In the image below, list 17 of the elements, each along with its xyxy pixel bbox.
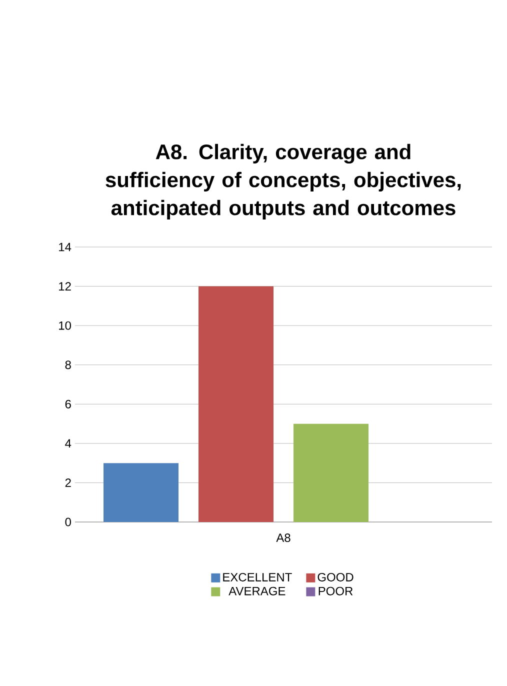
legend-label: AVERAGE	[228, 586, 286, 596]
y-tick-label: 14	[59, 242, 72, 252]
legend-label: EXCELLENT	[223, 572, 292, 582]
legend-label: POOR	[318, 586, 353, 596]
bar	[104, 463, 179, 522]
y-tick-label: 10	[59, 321, 71, 330]
y-tick-label: 6	[65, 400, 71, 408]
chart-title: A8. Clarity, coverage and sufficiency of concepts, objectives, anticipated outputs and outcomes	[106, 144, 461, 220]
y-tick-label: 8	[65, 360, 71, 370]
bar	[198, 286, 274, 522]
y-tick-label: 4	[65, 439, 72, 448]
y-tick-label: 2	[65, 478, 71, 487]
legend-label: GOOD	[318, 572, 354, 582]
y-tick-label: 12	[59, 282, 71, 290]
bar	[294, 424, 369, 522]
x-tick-label: A8	[276, 534, 290, 542]
y-tick-label: 0	[65, 518, 72, 526]
